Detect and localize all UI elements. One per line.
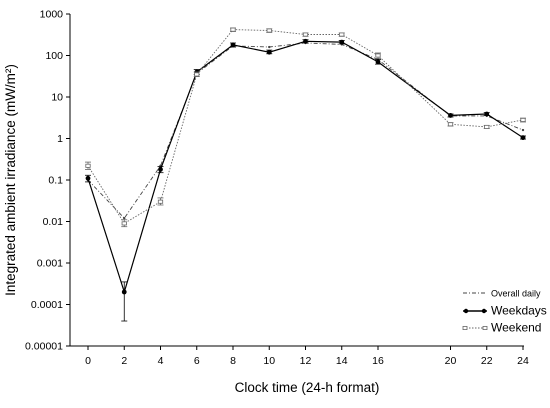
data-point [266, 49, 272, 55]
legend-marker [481, 308, 487, 314]
data-point [121, 221, 127, 226]
data-point [339, 32, 345, 37]
y-tick-label: 10 [51, 92, 63, 104]
legend-label: Weekend [491, 321, 541, 335]
x-tick-label: 8 [230, 355, 236, 367]
series-overall-daily [86, 41, 525, 220]
series-weekend [85, 27, 526, 228]
y-tick-label: 1000 [40, 9, 64, 21]
data-point [375, 59, 381, 65]
y-tick-label: 0.001 [37, 258, 63, 270]
y-tick-label: 100 [45, 50, 63, 62]
legend-label: Weekdays [491, 304, 547, 318]
data-point [85, 175, 91, 181]
y-tick-label: 0.0001 [31, 299, 63, 311]
y-ticks: 0.00001 0.0001 0.001 0.01 0.1 1 10 100 1000 [25, 9, 70, 353]
data-point [194, 72, 200, 77]
series-line [87, 42, 524, 219]
data-point [448, 113, 453, 118]
legend-label: Overall daily [491, 289, 541, 299]
legend-marker [462, 325, 468, 330]
x-tick-label: 14 [336, 355, 348, 367]
data-point [484, 111, 490, 117]
data-point [123, 217, 126, 220]
data-point [266, 28, 272, 33]
data-point [121, 289, 127, 295]
data-point [230, 27, 236, 32]
y-tick-label: 0.01 [43, 216, 64, 228]
legend-marker [463, 308, 469, 314]
data-point [520, 135, 526, 141]
series-weekdays [85, 38, 526, 322]
data-point [375, 53, 381, 58]
legend-marker [482, 325, 488, 330]
data-point [521, 128, 525, 132]
data-point [303, 38, 308, 44]
x-tick-label: 12 [300, 355, 312, 367]
x-tick-label: 22 [481, 355, 493, 367]
x-tick-label: 4 [158, 355, 164, 367]
data-point [484, 124, 490, 129]
data-point [158, 167, 163, 172]
data-point [157, 199, 164, 204]
data-point [268, 45, 271, 49]
x-tick-label: 20 [445, 355, 457, 367]
y-tick-label: 0.00001 [25, 341, 63, 353]
x-tick-label: 16 [372, 355, 384, 367]
series-line [87, 29, 524, 225]
x-tick-label: 0 [85, 355, 91, 367]
x-tick-label: 6 [194, 355, 200, 367]
legend-item: Weekdays [463, 304, 547, 318]
axes [69, 14, 524, 347]
legend-item: Weekend [462, 321, 541, 335]
x-axis-title: Clock time (24-h format) [235, 380, 380, 395]
y-tick-label: 0.1 [48, 175, 63, 187]
data-point [302, 32, 309, 37]
data-point [339, 39, 345, 45]
data-point [230, 42, 236, 48]
x-ticks: 0 2 4 6 8 10 12 14 16 20 22 24 [85, 346, 529, 367]
series-line [87, 40, 524, 295]
x-tick-label: 2 [121, 355, 127, 367]
y-tick-label: 1 [57, 133, 63, 145]
legend: Overall daily Weekdays Weekend [462, 289, 547, 335]
y-axis-title: Integrated ambient irradiance (mW/m²) [3, 64, 18, 296]
series-layer [85, 27, 526, 322]
legend-item: Overall daily [463, 289, 541, 299]
data-point [85, 163, 91, 168]
x-tick-label: 10 [263, 355, 275, 367]
x-tick-label: 24 [517, 355, 529, 367]
data-point [447, 122, 454, 127]
data-point [520, 117, 526, 122]
